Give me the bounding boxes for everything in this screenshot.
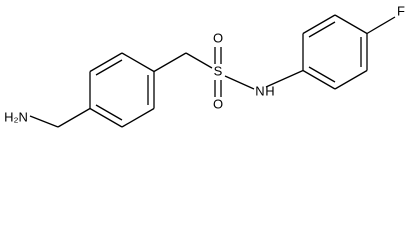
page: {"nodes": [ {"label": "H₂N"}, {"label": … — [4, 3, 406, 128]
structure-diagram: H₂N S O O N H F — [4, 3, 405, 128]
bond — [334, 14, 368, 35]
bond — [89, 107, 123, 128]
atom-label: O — [213, 96, 223, 111]
atom-label: H₂N — [4, 109, 28, 124]
bond — [185, 52, 213, 69]
bond — [57, 107, 91, 128]
bond — [121, 52, 155, 73]
bond — [121, 107, 155, 128]
atom-label: O — [213, 30, 223, 45]
bond — [334, 69, 368, 90]
bond — [366, 16, 396, 35]
bond — [89, 52, 123, 73]
atom-labels: H₂N S O O N H F — [4, 3, 405, 124]
bond — [265, 69, 304, 88]
bond — [308, 21, 336, 38]
bond — [95, 59, 123, 76]
bond — [224, 75, 255, 90]
bond — [95, 104, 123, 121]
bond — [308, 66, 336, 83]
bond — [302, 14, 336, 35]
atom-label: H — [265, 83, 274, 98]
atom-label: S — [214, 63, 223, 78]
bond — [153, 52, 187, 73]
atom-label: F — [397, 3, 405, 18]
bonds — [29, 14, 396, 128]
atom-label: N — [255, 83, 264, 98]
bond — [302, 69, 336, 90]
bond — [29, 115, 59, 128]
